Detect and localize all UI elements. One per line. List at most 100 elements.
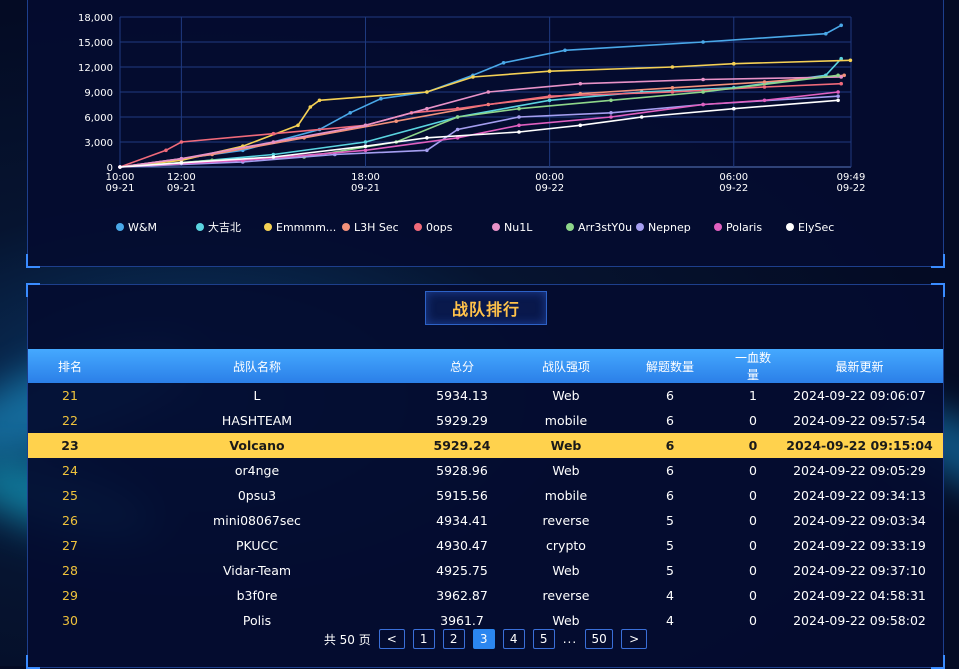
series-line[interactable]: [119, 99, 839, 168]
series-point[interactable]: [824, 31, 828, 36]
ranking-row[interactable]: 22 HASHTEAM 5929.29 mobile 6 0 2024-09-22 09:5…: [28, 408, 943, 433]
ranking-row[interactable]: 25 0psu3 5915.56 mobile 6 0 2024-09-22 09:34:1…: [28, 483, 943, 508]
series-point[interactable]: [348, 111, 353, 115]
series-point[interactable]: [517, 130, 521, 134]
series-point[interactable]: [732, 106, 736, 111]
series-point[interactable]: [701, 90, 705, 94]
series-point[interactable]: [455, 136, 460, 140]
series-point[interactable]: [296, 123, 300, 128]
series-point[interactable]: [732, 61, 736, 66]
legend-label[interactable]: Nepnep: [648, 221, 691, 234]
legend-marker[interactable]: [786, 223, 794, 231]
series-point[interactable]: [394, 119, 399, 123]
col-total-score[interactable]: 总分: [449, 359, 474, 374]
series-point[interactable]: [118, 165, 122, 169]
series-point[interactable]: [379, 96, 383, 101]
series-point[interactable]: [425, 148, 429, 153]
series-point[interactable]: [271, 152, 276, 157]
series-point[interactable]: [670, 65, 675, 69]
legend-marker[interactable]: [492, 223, 500, 231]
col-first-blood[interactable]: 一血数量: [734, 351, 771, 382]
ranking-row[interactable]: 21 L 5934.13 Web 6 1 2024-09-22 09:06:07: [28, 383, 943, 408]
series-point[interactable]: [839, 75, 843, 79]
series-point[interactable]: [363, 140, 368, 144]
ranking-row[interactable]: 28 Vidar-Team 4925.75 Web 5 0 2024-09-22 09:37…: [28, 558, 943, 583]
ranking-row[interactable]: 23 Volcano 5929.24 Web 6 0 2024-09-22 09:15:04: [28, 433, 943, 458]
legend-marker[interactable]: [342, 223, 350, 231]
series-point[interactable]: [271, 131, 276, 136]
legend-label[interactable]: Emmmm...: [276, 221, 336, 234]
series-point[interactable]: [271, 140, 276, 144]
series-point[interactable]: [486, 90, 491, 94]
col-rank[interactable]: 排名: [57, 359, 82, 374]
series-point[interactable]: [471, 75, 475, 79]
legend-label[interactable]: ElySec: [798, 221, 834, 234]
series-point[interactable]: [517, 115, 521, 119]
legend-label[interactable]: 0ops: [426, 221, 453, 234]
series-point[interactable]: [363, 123, 368, 128]
series-point[interactable]: [836, 94, 840, 98]
legend-label[interactable]: Arr3stY0u: [578, 221, 632, 234]
series-point[interactable]: [701, 102, 705, 107]
page-button-1[interactable]: 1: [412, 629, 435, 649]
series-point[interactable]: [578, 81, 583, 86]
series-point[interactable]: [363, 144, 368, 148]
legend-label[interactable]: 大吉北: [208, 220, 241, 234]
col-solved[interactable]: 解题数量: [645, 359, 694, 374]
series-point[interactable]: [425, 106, 429, 111]
ranking-row[interactable]: 24 or4nge 5928.96 Web 6 0 2024-09-22 09:05:29: [28, 458, 943, 483]
series-point[interactable]: [179, 161, 184, 165]
series-point[interactable]: [762, 85, 767, 89]
series-point[interactable]: [670, 90, 675, 94]
series-point[interactable]: [317, 98, 322, 103]
series-point[interactable]: [836, 98, 840, 103]
series-point[interactable]: [455, 106, 460, 111]
series-point[interactable]: [836, 73, 840, 78]
col-team-name[interactable]: 战队名称: [232, 359, 281, 374]
series-point[interactable]: [547, 69, 552, 73]
series-point[interactable]: [425, 90, 429, 94]
series-point[interactable]: [839, 56, 843, 61]
ranking-row[interactable]: 29 b3f0re 3962.87 reverse 4 0 2024-09-22 04:58…: [28, 583, 943, 608]
series-line[interactable]: [119, 24, 842, 168]
series-point[interactable]: [836, 90, 840, 94]
series-point[interactable]: [501, 61, 506, 65]
series-point[interactable]: [762, 80, 767, 84]
series-point[interactable]: [762, 98, 767, 103]
legend-label[interactable]: L3H Sec: [354, 221, 399, 234]
series-line[interactable]: [119, 59, 851, 168]
legend-marker[interactable]: [636, 223, 644, 231]
ranking-row[interactable]: 27 PKUCC 4930.47 crypto 5 0 2024-09-22 09:33:1…: [28, 533, 943, 558]
series-point[interactable]: [609, 115, 613, 119]
page-button-last[interactable]: 50: [585, 629, 614, 649]
series-point[interactable]: [271, 155, 276, 159]
series-point[interactable]: [839, 81, 843, 86]
col-strength[interactable]: 战队强项: [541, 359, 590, 374]
legend-marker[interactable]: [264, 223, 272, 231]
page-button-2[interactable]: 2: [442, 629, 465, 649]
prev-page-button[interactable]: <: [378, 629, 405, 649]
series-point[interactable]: [839, 23, 843, 28]
series-point[interactable]: [701, 40, 705, 44]
col-last-update[interactable]: 最新更新: [835, 359, 884, 374]
series-point[interactable]: [517, 106, 521, 111]
legend-marker[interactable]: [714, 223, 722, 231]
series-point[interactable]: [547, 94, 552, 98]
series-point[interactable]: [517, 123, 521, 128]
series-point[interactable]: [848, 58, 853, 63]
series-point[interactable]: [609, 98, 613, 103]
page-button-5[interactable]: 5: [532, 629, 555, 649]
series-point[interactable]: [639, 115, 644, 119]
series-line[interactable]: [119, 58, 842, 168]
series-line[interactable]: [119, 91, 839, 168]
legend-marker[interactable]: [196, 223, 204, 231]
series-point[interactable]: [670, 86, 675, 90]
page-button-4[interactable]: 4: [502, 629, 525, 649]
series-line[interactable]: [119, 76, 842, 168]
legend-marker[interactable]: [116, 223, 124, 231]
series-point[interactable]: [363, 148, 368, 153]
legend-label[interactable]: Polaris: [726, 221, 762, 234]
page-button-3[interactable]: 3: [472, 629, 495, 649]
series-point[interactable]: [425, 136, 429, 140]
series-point[interactable]: [609, 111, 613, 115]
